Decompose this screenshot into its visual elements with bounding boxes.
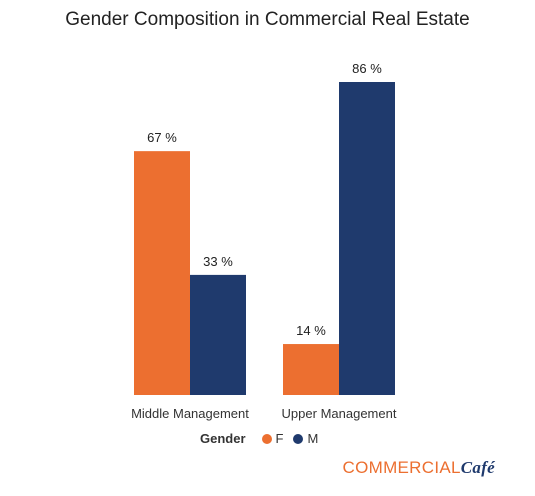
data-label-m-upper: 86 % [352,61,382,76]
logo-cafe-text: Café [460,458,495,477]
data-label-m-middle: 33 % [203,254,233,269]
category-label-upper: Upper Management [282,406,397,421]
legend-label-f: F [275,431,284,446]
legend-label-m: M [307,431,319,446]
data-label-f-upper: 14 % [296,323,326,338]
bar-m-middle[interactable] [190,274,246,395]
legend: Gender F M [200,431,328,446]
legend-swatch-f [261,433,272,444]
legend-title: Gender [200,431,246,446]
legend-swatch-m [293,433,304,444]
data-label-f-middle: 67 % [147,130,177,145]
commercialcafe-logo: COMMERCIALCafé [343,458,495,478]
bar-m-upper[interactable] [339,82,395,395]
category-label-middle: Middle Management [131,406,249,421]
legend-item-m[interactable]: M [293,431,318,446]
chart-title: Gender Composition in Commercial Real Es… [65,9,470,30]
bar-f-middle[interactable] [134,151,190,395]
legend-item-f[interactable]: F [261,431,284,446]
bar-f-upper[interactable] [283,344,339,395]
logo-main-text: COMMERCIAL [342,458,461,477]
